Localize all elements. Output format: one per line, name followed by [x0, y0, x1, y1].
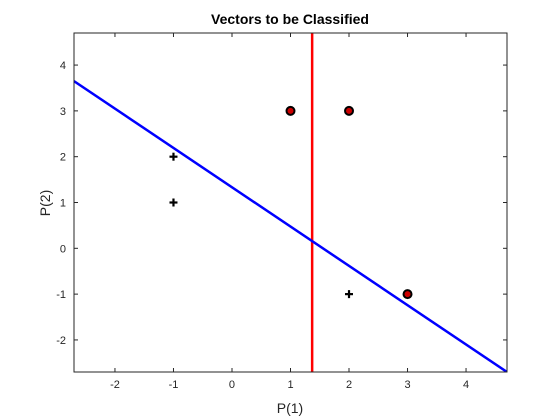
x-tick-label: 4	[463, 379, 469, 391]
plus-marker	[169, 198, 178, 207]
x-tick-label: 3	[404, 379, 410, 391]
plot-area	[74, 33, 507, 372]
y-tick-label: -1	[56, 289, 66, 301]
y-tick-label: 4	[60, 60, 66, 72]
circle-marker	[402, 289, 413, 300]
x-axis-label: P(1)	[277, 400, 303, 416]
tick-marks: -2 -1 0 1 2 3 4 -2 -1 0 1 2 3 4	[56, 33, 507, 391]
boundary-line-2	[74, 80, 507, 372]
circle-marker	[344, 105, 355, 116]
plus-marker	[169, 152, 178, 161]
x-tick-label: 1	[287, 379, 293, 391]
y-tick-label: 1	[60, 198, 66, 210]
plus-marker	[345, 290, 354, 299]
y-tick-label: 2	[60, 152, 66, 164]
y-axis-label: P(2)	[37, 190, 53, 216]
circle-marker	[285, 105, 296, 116]
x-tick-label: -2	[110, 379, 120, 391]
x-tick-label: 2	[346, 379, 352, 391]
y-tick-label: -2	[56, 335, 66, 347]
y-tick-label: 3	[60, 106, 66, 118]
x-tick-label: -1	[169, 379, 179, 391]
x-tick-label: 0	[229, 379, 235, 391]
chart-title: Vectors to be Classified	[211, 11, 369, 27]
y-tick-label: 0	[60, 243, 66, 255]
axes-box	[73, 32, 508, 373]
